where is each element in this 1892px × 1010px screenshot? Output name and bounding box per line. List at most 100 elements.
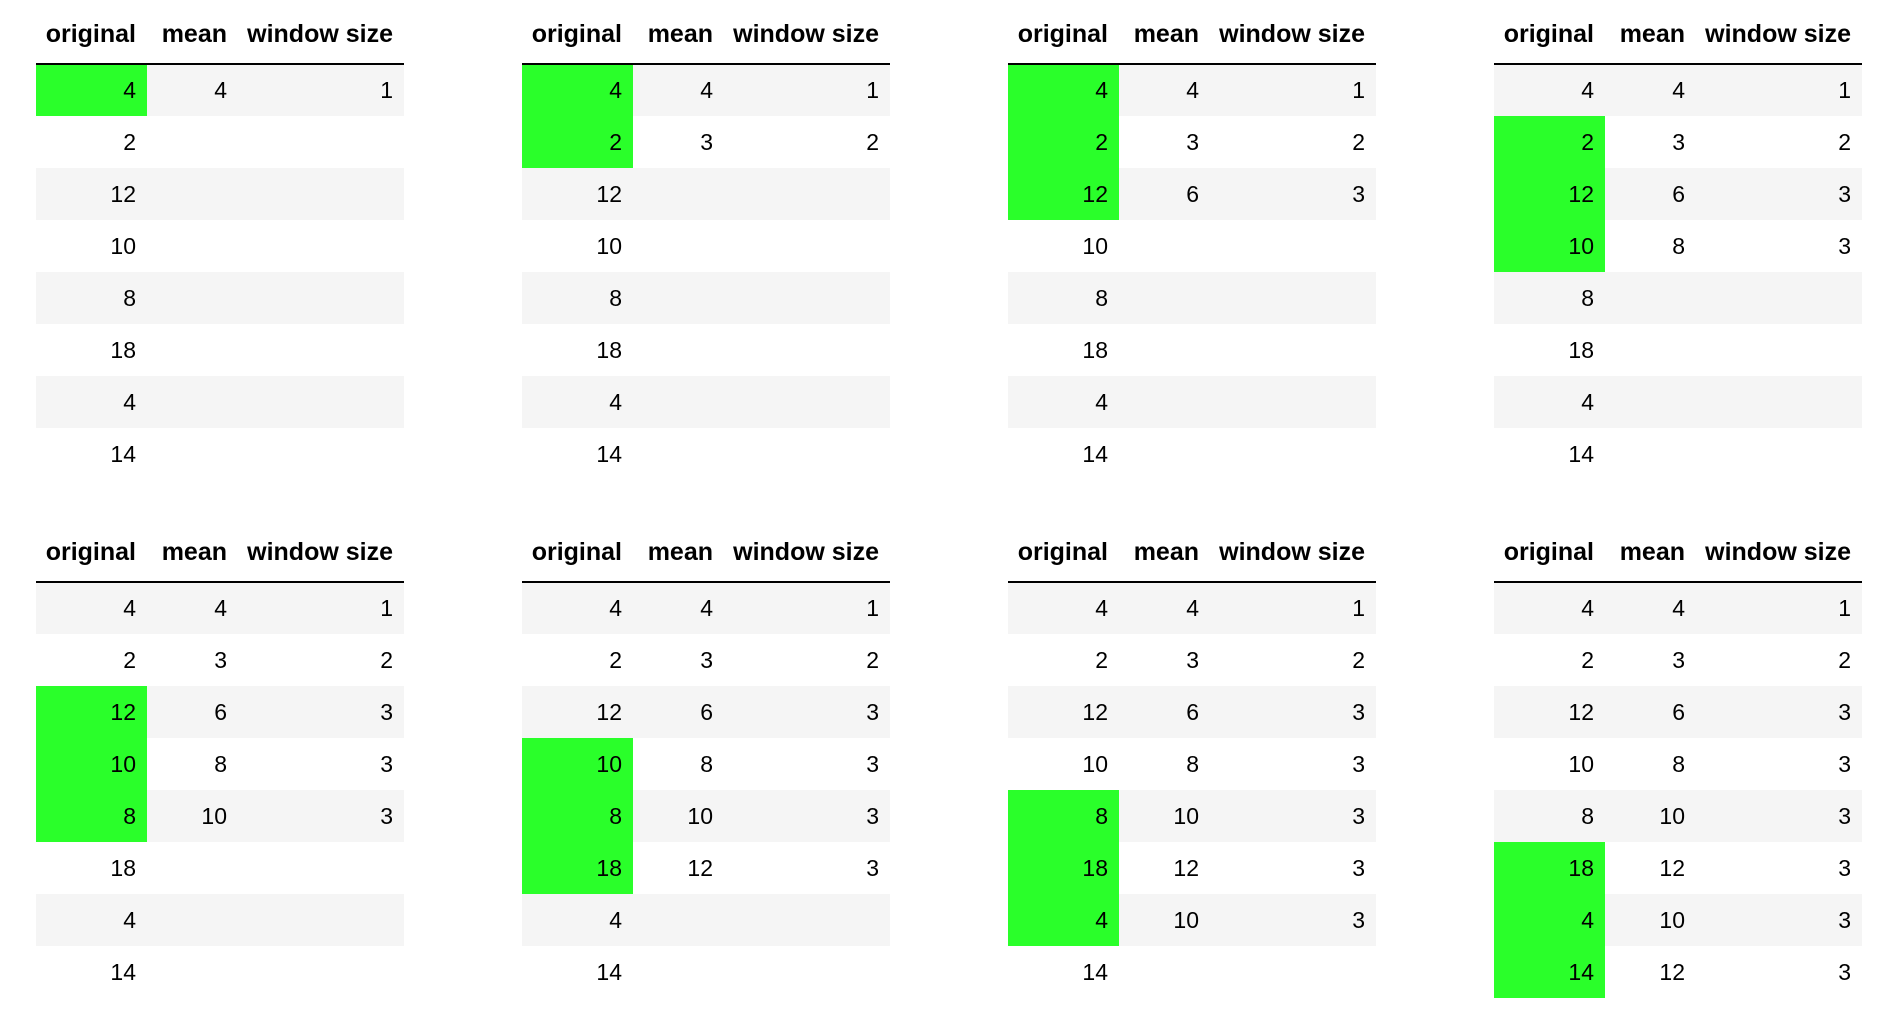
- mean-column-header: mean: [1605, 5, 1696, 65]
- original-cell: 10: [522, 738, 633, 790]
- mean-cell: 6: [1605, 686, 1696, 738]
- table-row: 18 12 3: [1008, 842, 1376, 894]
- table-row: 18 12 3: [1494, 842, 1862, 894]
- window-size-cell: [238, 428, 404, 480]
- window-size-cell: [1696, 272, 1862, 324]
- original-cell: 8: [522, 272, 633, 324]
- mean-cell: 3: [1605, 634, 1696, 686]
- mean-cell: 6: [633, 686, 724, 738]
- window-size-cell: [238, 116, 404, 168]
- dataframe-table: original mean window size 4 4 1 2 3 2 12 6 3 10 8 3 8 10…: [36, 523, 404, 998]
- window-size-cell: 3: [1210, 738, 1376, 790]
- window-size-cell: [238, 842, 404, 894]
- table-row: 12: [36, 168, 404, 220]
- window-size-cell: [238, 220, 404, 272]
- table-row: 4: [36, 894, 404, 946]
- window-size-cell: [238, 272, 404, 324]
- window-size-cell: 3: [1696, 220, 1862, 272]
- rolling-window-table-step-8: original mean window size 4 4 1 2 3 2 12 6 3 10 8 3 8 10…: [1494, 523, 1862, 998]
- window-size-cell: 3: [1210, 790, 1376, 842]
- mean-cell: [147, 168, 238, 220]
- window-size-cell: 2: [724, 116, 890, 168]
- original-cell: 4: [522, 894, 633, 946]
- original-cell: 14: [1494, 946, 1605, 998]
- table-row: 18: [1008, 324, 1376, 376]
- mean-cell: 4: [1605, 582, 1696, 634]
- window-size-cell: 3: [724, 790, 890, 842]
- original-cell: 14: [522, 428, 633, 480]
- table-row: 12: [522, 168, 890, 220]
- window-size-column-header: window size: [1696, 5, 1862, 65]
- window-size-cell: 3: [238, 738, 404, 790]
- original-cell: 2: [522, 634, 633, 686]
- mean-cell: 10: [1605, 894, 1696, 946]
- rolling-window-table-step-2: original mean window size 4 4 1 2 3 2 12 10 8 18 4 14: [522, 5, 890, 480]
- original-cell: 14: [36, 946, 147, 998]
- dataframe-table: original mean window size 4 4 1 2 3 2 12 6 3 10 8 3 8 10…: [522, 523, 890, 998]
- original-cell: 2: [522, 116, 633, 168]
- table-row: 12 6 3: [1008, 168, 1376, 220]
- mean-cell: [1605, 428, 1696, 480]
- mean-cell: 6: [1119, 168, 1210, 220]
- window-size-cell: 3: [1696, 790, 1862, 842]
- mean-cell: [147, 428, 238, 480]
- table-row: 18: [36, 324, 404, 376]
- original-cell: 4: [522, 64, 633, 116]
- table-row: 12 6 3: [522, 686, 890, 738]
- mean-cell: [147, 324, 238, 376]
- header-row: original mean window size: [1008, 523, 1376, 583]
- mean-cell: 10: [1119, 894, 1210, 946]
- mean-cell: 8: [1605, 220, 1696, 272]
- table-row: 14: [1008, 946, 1376, 998]
- table-row: 4: [36, 376, 404, 428]
- original-cell: 4: [36, 894, 147, 946]
- original-cell: 8: [522, 790, 633, 842]
- table-row: 8 10 3: [1494, 790, 1862, 842]
- table-row: 14: [1494, 428, 1862, 480]
- table-row: 8: [1008, 272, 1376, 324]
- window-size-cell: 3: [1210, 168, 1376, 220]
- mean-column-header: mean: [633, 523, 724, 583]
- window-size-cell: [238, 324, 404, 376]
- window-size-cell: 3: [1696, 686, 1862, 738]
- mean-cell: 6: [1119, 686, 1210, 738]
- original-cell: 12: [1008, 168, 1119, 220]
- rolling-window-table-step-4: original mean window size 4 4 1 2 3 2 12 6 3 10 8 3 8 18…: [1494, 5, 1862, 480]
- window-size-cell: 3: [238, 790, 404, 842]
- rolling-window-table-step-3: original mean window size 4 4 1 2 3 2 12 6 3 10 8 18 4 1…: [1008, 5, 1376, 480]
- table-row: 14 12 3: [1494, 946, 1862, 998]
- original-cell: 12: [36, 686, 147, 738]
- original-cell: 4: [36, 376, 147, 428]
- table-row: 10 8 3: [1008, 738, 1376, 790]
- mean-cell: [633, 946, 724, 998]
- table-row: 12 6 3: [1494, 686, 1862, 738]
- table-row: 4: [522, 376, 890, 428]
- original-column-header: original: [1494, 5, 1605, 65]
- original-cell: 8: [1008, 790, 1119, 842]
- original-cell: 18: [1494, 842, 1605, 894]
- original-cell: 8: [36, 790, 147, 842]
- mean-cell: [147, 116, 238, 168]
- mean-cell: [1119, 428, 1210, 480]
- window-size-cell: 3: [724, 686, 890, 738]
- table-row: 10 8 3: [1494, 738, 1862, 790]
- original-cell: 2: [36, 634, 147, 686]
- mean-cell: 4: [147, 582, 238, 634]
- table-row: 10 8 3: [36, 738, 404, 790]
- original-column-header: original: [522, 523, 633, 583]
- header-row: original mean window size: [522, 5, 890, 65]
- original-cell: 2: [36, 116, 147, 168]
- mean-cell: [633, 220, 724, 272]
- mean-cell: 12: [633, 842, 724, 894]
- window-size-cell: [1210, 324, 1376, 376]
- original-cell: 4: [1008, 582, 1119, 634]
- mean-cell: 8: [633, 738, 724, 790]
- mean-cell: [1119, 324, 1210, 376]
- mean-cell: 10: [147, 790, 238, 842]
- original-cell: 14: [1008, 946, 1119, 998]
- original-cell: 18: [522, 842, 633, 894]
- table-row: 8: [522, 272, 890, 324]
